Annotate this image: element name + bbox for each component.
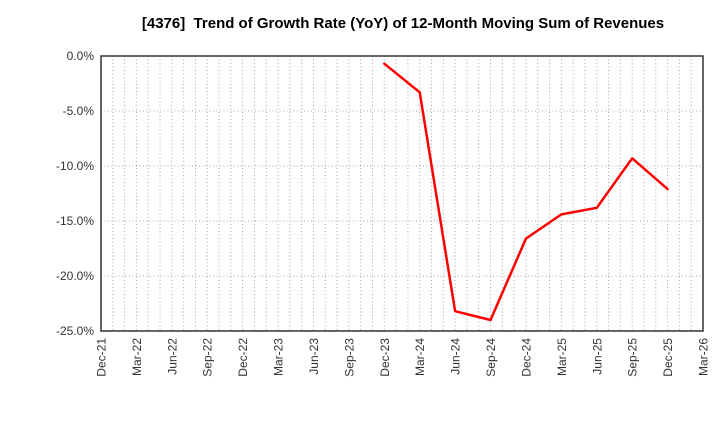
plot-area: 0.0% -5.0% -10.0% -15.0% -20.0% -25.0%Dec-21 M…	[56, 49, 711, 377]
y-tick-label: 0.0%	[67, 49, 95, 63]
x-tick-label: Dec-23	[378, 338, 392, 377]
series-line-growth-rate	[383, 62, 669, 322]
x-tick-label: Dec-21	[95, 338, 109, 377]
x-tick-label: Sep-22	[201, 338, 215, 377]
x-tick-label: Jun-22	[165, 338, 179, 375]
x-tick-label: Mar-23	[272, 338, 286, 376]
x-tick-label: Dec-22	[236, 338, 250, 377]
x-tick-label: Mar-22	[130, 338, 144, 376]
x-tick-label: Dec-24	[519, 338, 533, 377]
x-tick-label: Sep-24	[484, 338, 498, 377]
y-tick-label: -20.0%	[56, 269, 94, 283]
x-tick-label: Dec-25	[661, 338, 675, 377]
x-tick-label: Jun-25	[590, 338, 604, 375]
x-tick-label: Sep-23	[342, 338, 356, 377]
plot-frame	[100, 55, 704, 332]
chart-title: [4376] Trend of Growth Rate (YoY) of 12-…	[142, 15, 664, 32]
x-tick-label: Jun-24	[449, 338, 463, 375]
x-tick-label: Jun-23	[307, 338, 321, 375]
y-tick-label: -25.0%	[56, 324, 94, 338]
x-tick-label: Mar-25	[555, 338, 569, 376]
x-tick-label: Sep-25	[626, 338, 640, 377]
y-tick-label: -10.0%	[56, 159, 94, 173]
y-tick-label: -5.0%	[63, 104, 95, 118]
y-tick-label: -15.0%	[56, 214, 94, 228]
x-tick-label: Mar-26	[697, 338, 711, 376]
x-tick-label: Mar-24	[413, 338, 427, 376]
